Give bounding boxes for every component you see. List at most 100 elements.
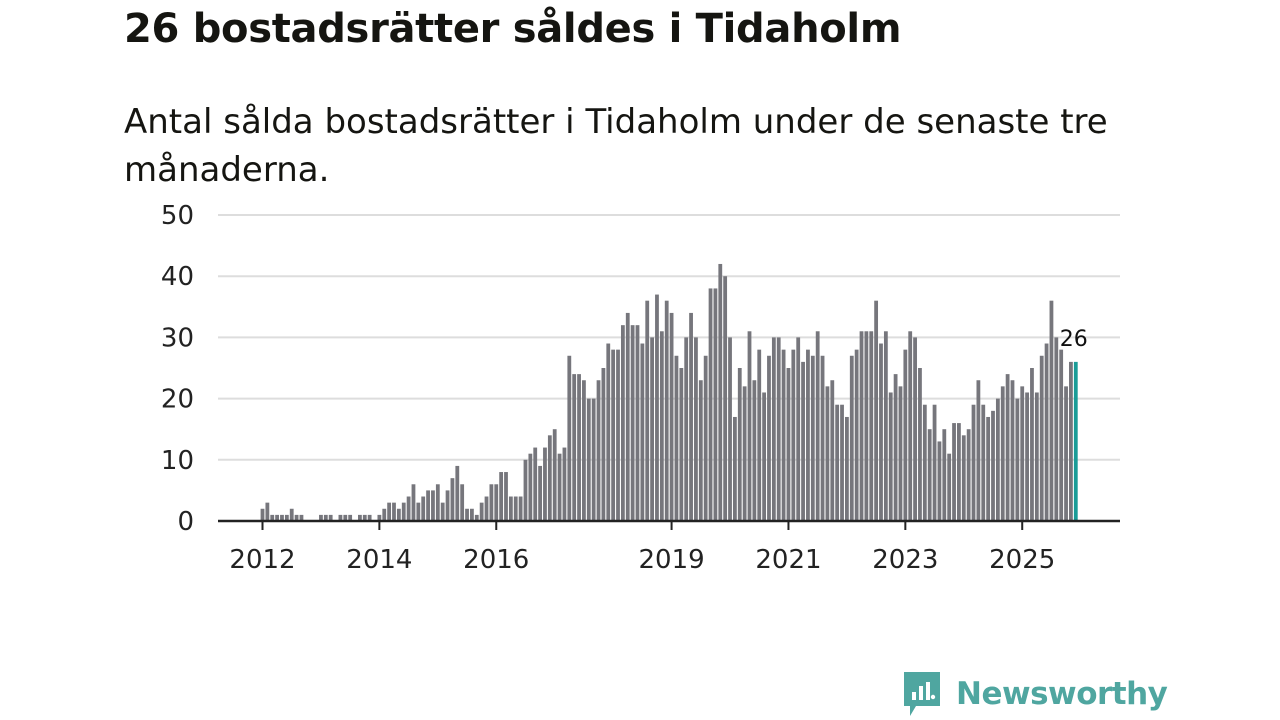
bar — [528, 453, 533, 521]
y-tick-label: 20 — [161, 385, 194, 415]
y-tick-label: 50 — [161, 201, 194, 231]
bar — [547, 435, 552, 521]
bar — [762, 392, 767, 521]
bar — [835, 404, 840, 521]
bar — [859, 331, 864, 521]
bar — [732, 416, 737, 521]
bar — [577, 374, 581, 521]
bar — [898, 386, 903, 521]
bar — [966, 429, 971, 521]
bar — [431, 490, 435, 521]
bar — [582, 380, 586, 521]
bar — [776, 337, 781, 521]
newsworthy-logo: Newsworthy — [902, 670, 1168, 718]
bar — [620, 325, 625, 521]
bar — [465, 508, 469, 521]
bar — [518, 496, 523, 521]
bar — [445, 490, 450, 521]
bar — [713, 288, 718, 521]
bar — [635, 325, 640, 521]
bar — [265, 502, 270, 521]
bar — [323, 514, 328, 521]
bar — [820, 355, 825, 521]
bar — [460, 484, 465, 521]
bar — [426, 490, 430, 521]
bar — [874, 300, 879, 521]
bar — [538, 465, 542, 521]
bar — [319, 514, 323, 521]
bar — [611, 349, 616, 521]
bar — [494, 484, 499, 521]
bar — [557, 453, 562, 521]
bar — [698, 380, 703, 521]
x-tick-label: 2025 — [989, 545, 1055, 575]
bar — [1020, 386, 1025, 521]
bar — [961, 435, 966, 521]
bar-chart-bubble-icon — [904, 672, 940, 716]
bar-highlight — [1073, 361, 1078, 521]
bar — [1030, 368, 1034, 521]
bar — [723, 276, 728, 521]
x-tick-label: 2019 — [638, 545, 704, 575]
bar — [299, 514, 304, 521]
bar — [757, 349, 762, 521]
bar — [781, 349, 786, 521]
bar — [470, 508, 474, 521]
bar — [450, 478, 455, 521]
bar — [669, 312, 674, 521]
bar — [957, 423, 961, 521]
bar — [328, 514, 333, 521]
bar — [659, 331, 664, 521]
bar — [440, 502, 445, 521]
bar — [995, 398, 1000, 521]
bar — [932, 404, 937, 521]
bar — [358, 514, 362, 521]
bar — [508, 496, 513, 521]
bar — [747, 331, 752, 521]
bar — [942, 429, 947, 521]
bar — [275, 514, 280, 521]
bar — [382, 508, 387, 521]
chart-subtitle: Antal sålda bostadsrätter i Tidaholm und… — [124, 102, 1108, 190]
bar — [718, 263, 723, 521]
bar — [908, 331, 913, 521]
bar — [752, 380, 757, 521]
bar — [674, 355, 679, 521]
y-tick-label: 40 — [161, 262, 194, 292]
bar — [845, 416, 849, 521]
bar — [689, 312, 693, 521]
bar — [815, 331, 820, 521]
bar — [392, 502, 396, 521]
bar — [479, 502, 484, 521]
bar — [976, 380, 981, 521]
bar — [396, 508, 401, 521]
bar — [499, 472, 504, 521]
bar — [903, 349, 908, 521]
bar — [937, 441, 942, 521]
bar — [489, 484, 494, 521]
bar — [280, 514, 284, 521]
bar — [645, 300, 650, 521]
bar — [1025, 392, 1029, 521]
bar — [533, 447, 538, 521]
bar — [1010, 380, 1015, 521]
bar — [869, 331, 874, 521]
bar — [572, 374, 577, 521]
bar — [523, 459, 528, 521]
bar — [830, 380, 835, 521]
bar — [864, 331, 869, 521]
brand-name: Newsworthy — [956, 676, 1168, 712]
bar — [387, 502, 392, 521]
bar — [664, 300, 669, 521]
y-tick-label: 0 — [177, 507, 194, 537]
bar — [986, 416, 991, 521]
bar — [1049, 300, 1054, 521]
bar — [991, 410, 995, 521]
bar — [952, 423, 956, 521]
bar — [270, 514, 275, 521]
data-label-last: 26 — [1060, 327, 1088, 352]
bar — [1034, 392, 1039, 521]
bar — [1054, 337, 1059, 521]
bar — [421, 496, 426, 521]
bar — [796, 337, 801, 521]
